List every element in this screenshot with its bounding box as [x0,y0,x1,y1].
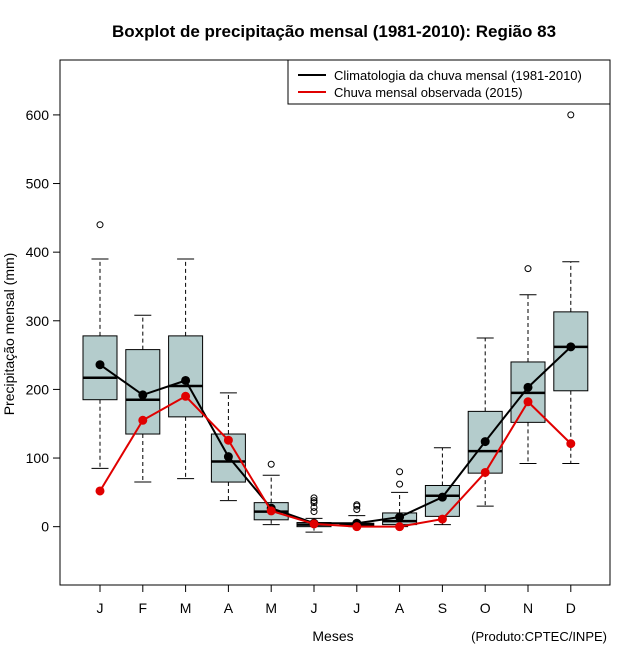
climatology-point [395,512,405,522]
observed-2015-point [352,522,362,532]
climatology-line [99,346,572,525]
x-tick-label: A [224,600,234,616]
climatology-point [181,375,191,385]
x-tick-label: F [139,600,148,616]
climatology-point [223,452,233,462]
y-tick-label: 0 [41,519,49,535]
x-tick-label: J [97,600,104,616]
observed-2015-point [566,439,576,449]
x-tick-label: S [438,600,447,616]
x-axis-label: Meses [312,628,353,644]
x-tick-label: M [265,600,277,616]
x-tick-label: N [523,600,533,616]
observed-2015-point [138,415,148,425]
outlier-point [567,111,575,119]
outlier-point [353,501,361,509]
y-tick-label: 600 [26,107,50,123]
x-tick-label: D [566,600,576,616]
outlier-point [396,480,404,488]
chart-title: Boxplot de precipitação mensal (1981-201… [112,22,556,41]
observed-2015-line [99,395,572,528]
y-tick-label: 200 [26,381,50,397]
outlier-point [310,499,318,507]
legend: Climatologia da chuva mensal (1981-2010)… [287,59,611,105]
y-tick-label: 400 [26,244,50,260]
outlier-point [396,468,404,476]
y-tick-label: 100 [26,450,50,466]
outlier-point [96,221,104,229]
y-tick-label: 300 [26,313,50,329]
legend-label-observed: Chuva mensal observada (2015) [334,85,523,100]
x-tick-label: O [480,600,491,616]
climatology-point [138,390,148,400]
y-axis-label: Precipitação mensal (mm) [1,253,17,416]
legend-box [287,59,611,105]
observed-2015-point [437,514,447,524]
outlier-point [310,508,318,516]
x-tick-label: J [311,600,318,616]
observed-2015-point [266,506,276,516]
outlier-point [353,506,361,514]
outlier-point [310,494,318,502]
outlier-point [267,460,275,468]
observed-2015-point [395,522,405,532]
climatology-point [95,360,105,370]
y-tick-label: 500 [26,176,50,192]
legend-label-climatology: Climatologia da chuva mensal (1981-2010) [334,68,582,83]
outlier-point [524,265,532,273]
plot-frame [59,59,611,586]
observed-2015-point [480,467,490,477]
observed-2015-point [181,391,191,401]
observed-2015-point [223,435,233,445]
observed-2015-point [523,397,533,407]
climatology-point [566,342,576,352]
observed-2015-point [95,486,105,496]
climatology-point [437,492,447,502]
observed-2015-point [309,519,319,529]
x-tick-label: J [353,600,360,616]
x-tick-label: A [395,600,405,616]
outlier-point [310,503,318,511]
x-tick-label: M [180,600,192,616]
plot-area: 0 100 200 300 400 500 600 J F M A M J J A S O N D [26,107,589,616]
climatology-point [480,437,490,447]
outlier-point [310,497,318,505]
product-credit: (Produto:CPTEC/INPE) [471,629,607,644]
climatology-point [523,382,533,392]
